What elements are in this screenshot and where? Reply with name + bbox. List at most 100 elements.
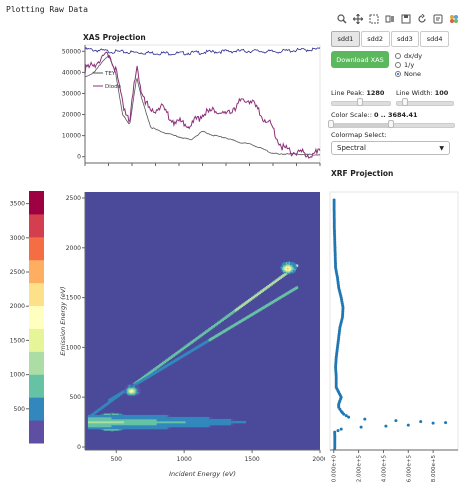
- heatmap-cell: [118, 424, 122, 428]
- heatmap-cell: [102, 418, 105, 422]
- heatmap-cell: [104, 418, 107, 422]
- heatmap-cell: [105, 402, 109, 406]
- heatmap-cell: [213, 335, 217, 338]
- heatmap-cell: [191, 340, 195, 343]
- heatmap-cell: [270, 282, 273, 286]
- heatmap-cell: [194, 337, 198, 341]
- heatmap-cell: [212, 324, 216, 328]
- heatmap-cell: [282, 274, 285, 277]
- xas-chart[interactable]: 0 10000 20000 30000 40000 50000 TEY Diode: [55, 40, 325, 170]
- download-xas-button[interactable]: Download XAS: [331, 51, 389, 68]
- tab-sdd3[interactable]: sdd3: [390, 31, 420, 47]
- line-width-handle[interactable]: [402, 98, 408, 106]
- save-icon[interactable]: [399, 12, 412, 25]
- heatmap-cell: [153, 422, 156, 426]
- legend-label: TEY: [104, 71, 116, 77]
- heatmap-cell: [214, 418, 218, 422]
- heatmap-cell: [176, 416, 180, 420]
- help-icon[interactable]: [431, 12, 444, 25]
- heatmap-cell: [147, 422, 151, 426]
- heatmap-cell: [96, 416, 100, 420]
- xrf-chart[interactable]: 0.000e+0 2.000e+5 4.000e+5 6.000e+5 8.000e+5: [325, 185, 465, 501]
- heatmap-cell: [191, 420, 194, 424]
- heatmap-cell: [98, 414, 102, 418]
- zoom-icon[interactable]: [335, 12, 348, 25]
- heatmap-cell: [203, 422, 207, 426]
- colorbar-swatch: [29, 305, 44, 329]
- color-scale-high-handle[interactable]: [388, 120, 394, 128]
- heatmap-cell: [201, 422, 205, 426]
- colorbar-tick-label: 2000: [10, 303, 25, 310]
- heatmap-cell: [224, 328, 228, 332]
- heatmap-cell: [246, 316, 249, 319]
- heatmap-cell: [288, 290, 292, 293]
- heatmap-cell: [165, 420, 169, 424]
- heatmap-cell: [149, 420, 152, 424]
- xrf-point: [444, 421, 448, 425]
- heatmap-cell: [209, 418, 212, 422]
- heatmap-cell: [179, 348, 183, 352]
- heatmap-cell: [189, 424, 192, 428]
- heatmap-cell: [245, 301, 248, 304]
- heatmap-cell: [120, 420, 123, 424]
- heatmap-cell: [175, 352, 178, 355]
- heatmap-cell: [181, 347, 184, 351]
- radio-dxdy[interactable]: dx/dy: [395, 51, 422, 60]
- heatmap-cell: [93, 422, 96, 426]
- legend-label: Diode: [105, 84, 122, 90]
- heatmap-cell: [167, 426, 170, 430]
- y-tick-label: 30000: [62, 90, 81, 97]
- heatmap-cell: [267, 303, 271, 306]
- heatmap-cell: [182, 346, 186, 350]
- heatmap-cell: [145, 424, 149, 428]
- heatmap-cell: [258, 291, 262, 295]
- heatmap-cell: [216, 333, 220, 337]
- heatmap-cell: [185, 420, 189, 424]
- heatmap-cell: [148, 371, 152, 375]
- tab-sdd4[interactable]: sdd4: [420, 31, 449, 47]
- heatmap-chart[interactable]: 0 500 1000 1500 2000 2500 500 1000 1500 2000 Incid…: [55, 185, 325, 485]
- heatmap-cell: [279, 276, 282, 279]
- heatmap-cell: [118, 414, 122, 418]
- heatmap-cell: [165, 424, 169, 428]
- tab-sdd1[interactable]: sdd1: [331, 31, 360, 47]
- heatmap-cell: [93, 426, 96, 430]
- heatmap-cell: [280, 275, 284, 278]
- heatmap-cell: [151, 418, 154, 422]
- color-scale-low-handle[interactable]: [328, 120, 334, 128]
- heatmap-cell: [234, 308, 238, 312]
- radio-none[interactable]: None: [395, 69, 422, 78]
- heatmap-cell: [212, 418, 216, 422]
- heatmap-cell: [109, 426, 113, 430]
- heatmap-cell: [163, 422, 167, 426]
- heatmap-cell: [198, 420, 201, 424]
- heatmap-cell: [241, 420, 245, 424]
- heatmap-cell: [100, 418, 103, 422]
- heatmap-cell: [227, 420, 230, 424]
- colormap-select[interactable]: Spectral ▼: [331, 141, 450, 155]
- pan-icon[interactable]: [351, 12, 364, 25]
- heatmap-cell: [230, 418, 234, 422]
- xas-series-line-2: [84, 51, 321, 159]
- radio-inverse[interactable]: 1/y: [395, 60, 422, 69]
- heatmap-cell: [138, 420, 141, 424]
- heatmap-cell: [91, 426, 94, 430]
- heatmap-cell: [111, 414, 114, 418]
- wheel-zoom-icon[interactable]: [383, 12, 396, 25]
- heatmap-cell: [171, 422, 174, 426]
- heatmap-cell: [238, 320, 241, 324]
- heatmap-cell: [211, 336, 214, 340]
- box-select-icon[interactable]: [367, 12, 380, 25]
- tab-sdd2[interactable]: sdd2: [360, 31, 390, 47]
- line-width-slider[interactable]: [396, 101, 454, 106]
- heatmap-cell: [89, 416, 93, 420]
- y-tick-label: 40000: [62, 69, 81, 76]
- heatmap-cell: [138, 380, 142, 384]
- heatmap-cell: [152, 372, 155, 375]
- line-peak-handle[interactable]: [357, 98, 363, 106]
- heatmap-cell: [207, 424, 210, 428]
- heatmap-cell: [105, 426, 109, 430]
- heatmap-cell: [234, 323, 237, 326]
- reset-icon[interactable]: [415, 12, 428, 25]
- heatmap-cell: [138, 422, 141, 426]
